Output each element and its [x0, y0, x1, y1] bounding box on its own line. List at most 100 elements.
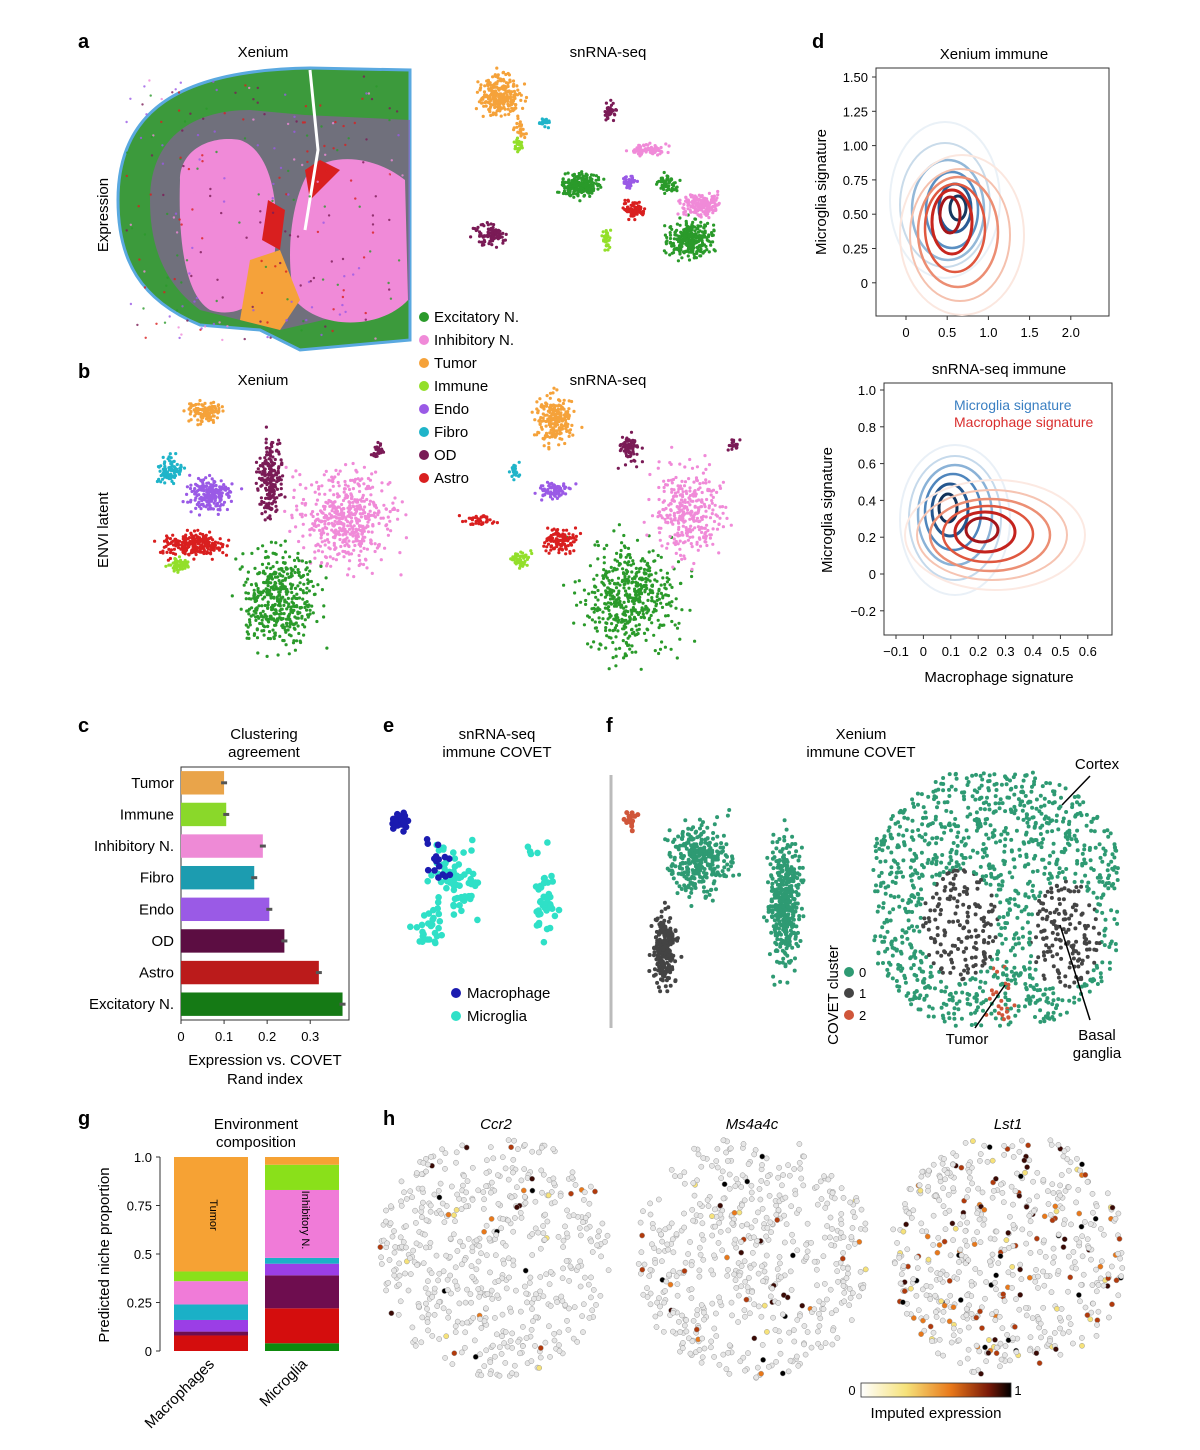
xenium-point: [143, 270, 146, 273]
envi-point: [295, 508, 299, 512]
envi-point: [640, 460, 645, 464]
umap-point: [716, 193, 720, 197]
envi-point: [693, 526, 697, 530]
umap-point: [674, 233, 678, 237]
envi-point: [296, 568, 300, 572]
envi-point: [273, 631, 277, 635]
umap-point: [504, 232, 508, 236]
envi-point: [255, 470, 259, 474]
envi-point: [632, 452, 636, 456]
umap-point: [670, 244, 674, 248]
envi-point: [595, 540, 599, 544]
xenium-point: [319, 244, 322, 247]
envi-point: [266, 606, 270, 611]
envi-point: [175, 568, 179, 572]
envi-point: [259, 593, 263, 597]
umap-point: [573, 180, 577, 184]
envi-point: [607, 667, 611, 671]
envi-point: [374, 470, 378, 474]
envi-point: [685, 505, 689, 509]
envi-point: [316, 583, 320, 587]
envi-point: [262, 589, 266, 593]
umap-point: [689, 205, 693, 209]
envi-point: [700, 490, 704, 495]
envi-point: [688, 457, 692, 462]
envi-point: [270, 501, 274, 505]
umap-point: [702, 202, 706, 206]
umap-point: [578, 199, 582, 203]
envi-point: [242, 583, 246, 587]
envi-point: [284, 465, 288, 469]
envi-point: [663, 582, 667, 587]
umap-point: [689, 195, 693, 199]
umap-point: [572, 195, 576, 199]
xenium-point: [201, 154, 204, 157]
xenium-point: [199, 273, 202, 276]
envi-point: [344, 493, 348, 497]
xenium-point: [178, 218, 181, 221]
xenium-point: [136, 323, 139, 327]
envi-point: [564, 422, 568, 426]
umap-point: [671, 241, 676, 245]
umap-point: [600, 234, 604, 238]
umap-point: [495, 109, 499, 113]
envi-point: [181, 500, 185, 504]
envi-point: [269, 595, 273, 599]
umap-point: [697, 214, 702, 218]
envi-point: [201, 404, 205, 408]
envi-point: [275, 560, 279, 565]
envi-point: [283, 598, 287, 602]
umap-point: [499, 114, 503, 118]
umap-point: [515, 121, 519, 126]
envi-point: [275, 620, 279, 624]
umap-point: [596, 182, 601, 186]
envi-point: [234, 557, 238, 561]
envi-point: [366, 484, 371, 488]
envi-point: [587, 615, 592, 619]
xenium-point: [321, 278, 325, 281]
envi-point: [635, 452, 639, 456]
envi-point: [368, 478, 372, 482]
xenium-point: [256, 86, 259, 90]
umap-point: [516, 142, 520, 146]
envi-point: [557, 403, 561, 407]
envi-point: [258, 502, 262, 506]
umap-point: [492, 95, 497, 99]
umap-point: [659, 179, 663, 183]
umap-point: [687, 199, 691, 203]
envi-point: [582, 623, 587, 627]
envi-point: [626, 643, 630, 648]
envi-point: [280, 461, 284, 465]
umap-point: [490, 243, 494, 247]
xenium-point: [288, 234, 292, 237]
envi-point: [256, 651, 260, 655]
envi-point: [287, 633, 291, 637]
umap-point: [609, 110, 614, 114]
envi-point: [268, 517, 272, 521]
panel-a-title-xenium: Xenium: [238, 44, 289, 61]
envi-point: [550, 528, 554, 532]
umap-point: [513, 144, 518, 148]
envi-point: [279, 487, 283, 491]
xenium-point: [365, 92, 368, 95]
envi-point: [187, 543, 191, 547]
envi-point: [571, 540, 575, 544]
envi-point: [193, 409, 197, 414]
envi-point: [542, 419, 546, 423]
envi-point: [341, 515, 345, 519]
xenium-point: [215, 150, 218, 154]
umap-point: [523, 135, 527, 140]
envi-point: [610, 622, 614, 626]
umap-point: [493, 236, 497, 240]
envi-point: [368, 499, 372, 503]
envi-point: [306, 572, 310, 577]
xenium-point: [370, 97, 374, 101]
xenium-point: [362, 256, 366, 259]
envi-point: [359, 515, 363, 519]
envi-point: [623, 632, 627, 636]
xenium-point: [273, 147, 276, 150]
xenium-point: [324, 153, 327, 156]
xenium-point: [186, 319, 189, 322]
envi-point: [664, 506, 668, 511]
envi-point: [688, 608, 692, 612]
